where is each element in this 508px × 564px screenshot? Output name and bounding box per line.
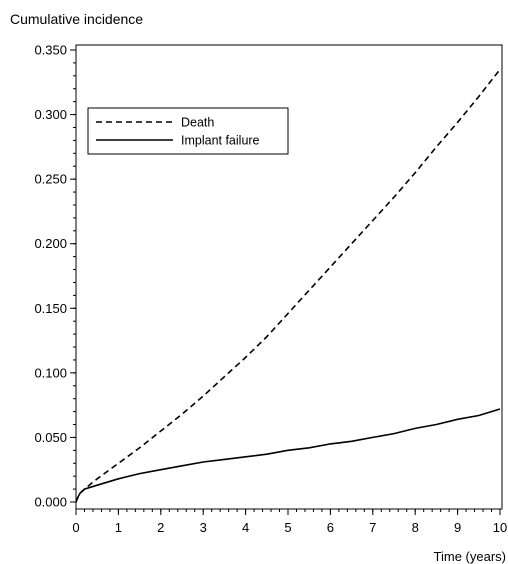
legend-label-implant-failure: Implant failure: [181, 134, 260, 148]
x-tick-label: 5: [284, 520, 291, 535]
series-line-death: [75, 68, 501, 503]
y-tick-label: 0.050: [34, 430, 67, 445]
axes-layer: 0.000 0.050 0.100 0.150 0.200 0.250 0.300 0.350…: [34, 43, 507, 536]
x-tick-label: 2: [157, 520, 164, 535]
y-tick-label: 0.200: [34, 236, 67, 251]
y-tick-label: 0.000: [34, 495, 67, 510]
x-tick-label: 10: [493, 520, 507, 535]
x-tick-label: 4: [242, 520, 249, 535]
y-tick-label: 0.100: [34, 365, 67, 380]
y-tick-label: 0.300: [34, 107, 67, 122]
x-tick-label: 9: [454, 520, 461, 535]
legend: Death Implant failure: [87, 107, 289, 155]
legend-label-death: Death: [181, 116, 214, 130]
legend-box: [87, 107, 289, 155]
plot-frame: [75, 44, 503, 510]
y-tick-label: 0.250: [34, 172, 67, 187]
x-tick-label: 0: [72, 520, 79, 535]
x-tick-label: 8: [412, 520, 419, 535]
series-layer: [75, 68, 501, 503]
x-tick-label: 6: [327, 520, 334, 535]
x-tick-label: 7: [369, 520, 376, 535]
series-line-implant-failure: [75, 408, 501, 503]
x-axis-title: Time (years): [434, 549, 506, 564]
x-tick-label: 3: [200, 520, 207, 535]
y-axis-title: Cumulative incidence: [10, 11, 143, 27]
y-tick-label: 0.350: [34, 43, 67, 58]
x-tick-label: 1: [115, 520, 122, 535]
y-tick-label: 0.150: [34, 301, 67, 316]
